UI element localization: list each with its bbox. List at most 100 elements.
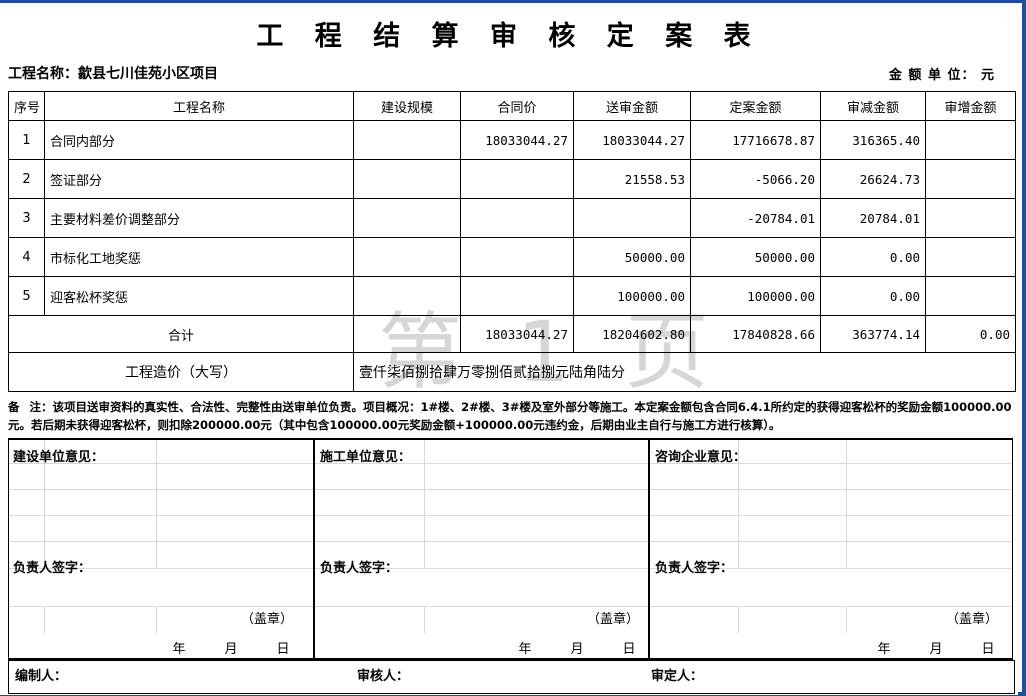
cell-settled[interactable]: -5066.20 [690, 159, 821, 199]
cell-name[interactable]: 市标化工地奖惩 [44, 237, 354, 277]
cell-increased[interactable] [925, 198, 1016, 238]
preparer-label[interactable]: 编制人： [15, 669, 68, 684]
cell-contract[interactable] [460, 237, 574, 277]
total-contract[interactable]: 18033044.27 [460, 315, 574, 353]
section-right-border [1012, 438, 1013, 660]
signature-block-contractor[interactable]: 施工单位意见： 负责人签字： （盖章） 年 月 日 [315, 438, 648, 660]
signature-block-consultant[interactable]: 咨询企业意见： 负责人签字： （盖章） 年 月 日 [650, 438, 1013, 660]
cell-settled[interactable]: 50000.00 [690, 237, 821, 277]
capital-amount-label: 工程造价（大写） [8, 352, 354, 392]
signature-divider [648, 438, 650, 660]
date-month: 月 [570, 642, 584, 657]
cell-index[interactable]: 3 [8, 198, 45, 238]
section-top-border [8, 438, 1013, 440]
capital-amount-row[interactable]: 工程造价（大写） 壹仟柒佰捌拾肆万零捌佰贰拾捌元陆角陆分 [8, 352, 1016, 392]
cell-scale[interactable] [353, 198, 461, 238]
info-row: 工程名称：歙县七川佳苑小区项目 金 额 单 位： 元 [8, 63, 1015, 87]
cell-submitted[interactable]: 100000.00 [573, 276, 691, 316]
date-line[interactable]: 年月日 [858, 638, 1014, 657]
cell-index[interactable]: 5 [8, 276, 45, 316]
date-month: 月 [224, 642, 238, 657]
cell-contract[interactable] [460, 198, 574, 238]
signature-signer-label[interactable]: 负责人签字： [13, 561, 92, 576]
cell-submitted[interactable]: 50000.00 [573, 237, 691, 277]
note-block: 备注：该项目送审资料的真实性、合法性、完整性由送审单位负责。项目概况：1#楼、2… [8, 398, 1013, 434]
cell-reduced[interactable]: 0.00 [820, 237, 926, 277]
cell-name[interactable]: 主要材料差价调整部分 [44, 198, 354, 238]
cell-settled[interactable]: 17716678.87 [690, 120, 821, 160]
cell-increased[interactable] [925, 159, 1016, 199]
total-settled[interactable]: 17840828.66 [690, 315, 821, 353]
capital-amount-value[interactable]: 壹仟柒佰捌拾肆万零捌佰贰拾捌元陆角陆分 [353, 352, 1016, 392]
cell-contract[interactable] [460, 276, 574, 316]
signature-signer-label[interactable]: 负责人签字： [655, 561, 734, 576]
settlement-table[interactable]: 序号 工程名称 建设规模 合同价 送审金额 定案金额 审减金额 审增金额 1 合… [8, 91, 1016, 392]
table-total-row[interactable]: 合计 18033044.27 18204602.80 17840828.66 3… [8, 315, 1016, 353]
cell-reduced[interactable]: 26624.73 [820, 159, 926, 199]
table-row[interactable]: 1 合同内部分 18033044.27 18033044.27 17716678… [8, 120, 1016, 160]
cell-reduced[interactable]: 0.00 [820, 276, 926, 316]
signature-block-title: 建设单位意见： [13, 450, 105, 465]
cell-scale[interactable] [353, 159, 461, 199]
footer-row[interactable]: 编制人： 审核人： 审定人： [8, 660, 1015, 694]
cell-scale[interactable] [353, 120, 461, 160]
total-submitted[interactable]: 18204602.80 [573, 315, 691, 353]
date-day: 日 [981, 642, 995, 657]
signature-block-construction-unit[interactable]: 建设单位意见： 负责人签字： （盖章） 年 月 日 [8, 438, 313, 660]
faint-gridline [8, 489, 1013, 490]
cell-settled[interactable]: 100000.00 [690, 276, 821, 316]
table-row[interactable]: 2 签证部分 21558.53 -5066.20 26624.73 [8, 159, 1016, 199]
cell-reduced[interactable]: 316365.40 [820, 120, 926, 160]
seal-label: （盖章） [241, 612, 294, 627]
cell-name[interactable]: 迎客松杯奖惩 [44, 276, 354, 316]
cell-index[interactable]: 1 [8, 120, 45, 160]
faint-gridline [44, 606, 45, 633]
cell-scale[interactable] [353, 276, 461, 316]
cell-reduced[interactable]: 20784.01 [820, 198, 926, 238]
faint-gridline [8, 606, 1013, 607]
col-header-increased: 审增金额 [925, 91, 1016, 121]
section-left-border [8, 438, 9, 660]
reviewer-label[interactable]: 审核人： [357, 669, 410, 684]
total-reduced[interactable]: 363774.14 [820, 315, 926, 353]
table-row[interactable]: 4 市标化工地奖惩 50000.00 50000.00 0.00 [8, 237, 1016, 277]
cell-increased[interactable] [925, 276, 1016, 316]
cell-contract[interactable] [460, 159, 574, 199]
page-title: 工 程 结 算 审 核 定 案 表 [256, 21, 762, 52]
faint-gridline [8, 541, 1013, 542]
cell-contract[interactable]: 18033044.27 [460, 120, 574, 160]
faint-gridline [738, 606, 739, 633]
cell-name[interactable]: 合同内部分 [44, 120, 354, 160]
date-year: 年 [877, 642, 891, 657]
cell-submitted[interactable] [573, 198, 691, 238]
total-scale[interactable] [353, 315, 461, 353]
date-line[interactable]: 年月日 [499, 638, 655, 657]
date-line[interactable]: 年月日 [153, 638, 309, 657]
col-header-submitted: 送审金额 [573, 91, 691, 121]
col-header-settled: 定案金额 [690, 91, 821, 121]
faint-gridline [8, 515, 1013, 516]
faint-gridline [424, 606, 425, 633]
col-header-name: 工程名称 [44, 91, 354, 121]
approver-label[interactable]: 审定人： [651, 669, 704, 684]
total-increased[interactable]: 0.00 [925, 315, 1016, 353]
signature-signer-label[interactable]: 负责人签字： [320, 561, 399, 576]
cell-index[interactable]: 4 [8, 237, 45, 277]
cell-increased[interactable] [925, 237, 1016, 277]
cell-settled[interactable]: -20784.01 [690, 198, 821, 238]
seal-label: （盖章） [946, 612, 999, 627]
cell-index[interactable]: 2 [8, 159, 45, 199]
cell-scale[interactable] [353, 237, 461, 277]
cell-name[interactable]: 签证部分 [44, 159, 354, 199]
cell-increased[interactable] [925, 120, 1016, 160]
cell-submitted[interactable]: 21558.53 [573, 159, 691, 199]
worksheet-canvas[interactable]: 第 1 页 工 程 结 算 审 核 定 案 表 工程名称：歙县七川佳苑小区项目 … [0, 6, 1018, 695]
faint-gridline [424, 438, 425, 568]
table-header-row: 序号 工程名称 建设规模 合同价 送审金额 定案金额 审减金额 审增金额 [8, 91, 1016, 121]
table-row[interactable]: 5 迎客松杯奖惩 100000.00 100000.00 0.00 [8, 276, 1016, 316]
cell-submitted[interactable]: 18033044.27 [573, 120, 691, 160]
amount-unit-label: 金 额 单 位： 元 [888, 68, 995, 83]
seal-label: （盖章） [587, 612, 640, 627]
table-row[interactable]: 3 主要材料差价调整部分 -20784.01 20784.01 [8, 198, 1016, 238]
section-bottom-border [8, 658, 1013, 660]
